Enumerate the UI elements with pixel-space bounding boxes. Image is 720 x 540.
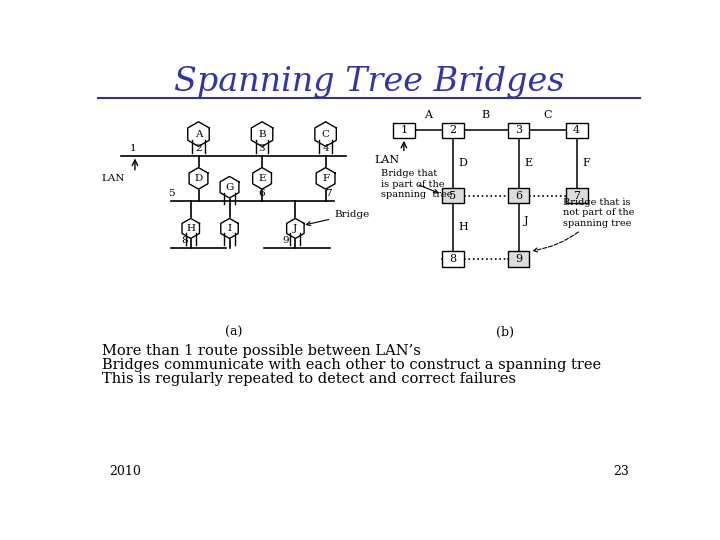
Polygon shape (287, 218, 304, 239)
Text: Spanning Tree Bridges: Spanning Tree Bridges (174, 66, 564, 98)
FancyBboxPatch shape (566, 123, 588, 138)
Text: B: B (258, 130, 266, 139)
Text: 23: 23 (613, 465, 629, 478)
FancyBboxPatch shape (508, 251, 529, 267)
FancyBboxPatch shape (442, 251, 464, 267)
Text: C: C (322, 130, 330, 139)
Text: 7: 7 (325, 189, 332, 198)
FancyBboxPatch shape (508, 188, 529, 204)
Text: A: A (194, 130, 202, 139)
Text: (a): (a) (225, 326, 242, 339)
Text: H: H (186, 224, 195, 233)
Text: I: I (228, 224, 232, 233)
Polygon shape (221, 218, 238, 239)
Text: 2010: 2010 (109, 465, 141, 478)
Text: 8: 8 (181, 236, 188, 245)
Text: Bridge that is
not part of the
spanning tree: Bridge that is not part of the spanning … (534, 198, 634, 252)
Text: LAN: LAN (102, 174, 125, 183)
FancyBboxPatch shape (393, 123, 415, 138)
Text: E: E (524, 158, 532, 168)
Text: 2: 2 (195, 144, 202, 153)
Text: 9: 9 (283, 236, 289, 245)
Text: 4: 4 (323, 144, 329, 153)
Polygon shape (316, 167, 335, 189)
Text: This is regularly repeated to detect and correct failures: This is regularly repeated to detect and… (102, 372, 516, 386)
Text: 1: 1 (130, 144, 136, 153)
Text: G: G (225, 183, 234, 192)
Text: J: J (293, 224, 297, 233)
Text: Bridge that
is part of the
spanning  tree: Bridge that is part of the spanning tree (381, 169, 452, 199)
Text: 3: 3 (258, 144, 266, 153)
Text: Bridges communicate with each other to construct a spanning tree: Bridges communicate with each other to c… (102, 358, 600, 372)
Text: D: D (458, 158, 467, 168)
FancyBboxPatch shape (508, 123, 529, 138)
Text: 9: 9 (515, 254, 522, 264)
Text: 2: 2 (449, 125, 456, 135)
Text: B: B (482, 110, 490, 120)
Text: More than 1 route possible between LAN’s: More than 1 route possible between LAN’s (102, 344, 420, 358)
Text: F: F (582, 158, 590, 168)
Text: (b): (b) (495, 326, 513, 339)
Text: 5: 5 (449, 191, 456, 201)
Polygon shape (253, 167, 271, 189)
Text: 5: 5 (168, 189, 175, 198)
Text: 8: 8 (449, 254, 456, 264)
Text: F: F (322, 174, 329, 183)
Polygon shape (315, 122, 336, 146)
Text: C: C (544, 110, 552, 120)
Polygon shape (188, 122, 210, 146)
Text: 6: 6 (515, 191, 522, 201)
Text: E: E (258, 174, 266, 183)
FancyBboxPatch shape (442, 123, 464, 138)
FancyBboxPatch shape (442, 188, 464, 204)
Text: 6: 6 (258, 189, 266, 198)
Text: D: D (194, 174, 202, 183)
Text: 7: 7 (573, 191, 580, 201)
Polygon shape (189, 167, 208, 189)
Text: J: J (524, 216, 528, 226)
Text: 4: 4 (573, 125, 580, 135)
Text: LAN: LAN (374, 154, 400, 165)
Polygon shape (182, 218, 199, 239)
Polygon shape (220, 177, 239, 198)
FancyBboxPatch shape (566, 188, 588, 204)
Text: A: A (424, 110, 432, 120)
Polygon shape (251, 122, 273, 146)
Text: Bridge: Bridge (306, 210, 369, 226)
Text: 3: 3 (515, 125, 522, 135)
Text: H: H (458, 222, 468, 232)
Text: 1: 1 (400, 125, 408, 135)
